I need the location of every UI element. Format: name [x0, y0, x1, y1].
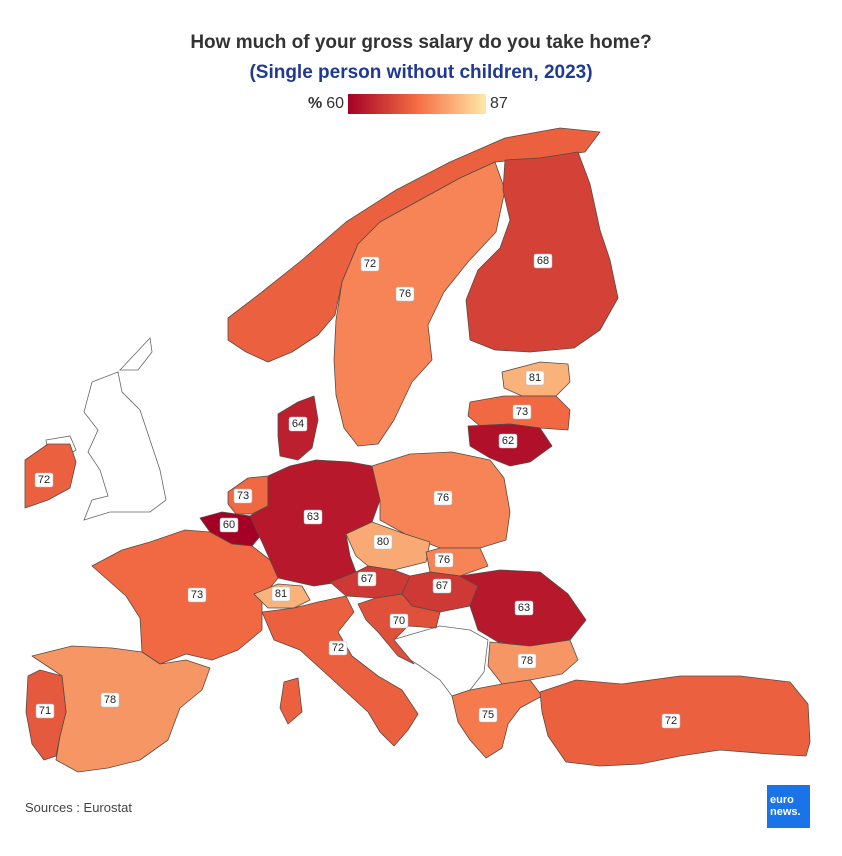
label-text-portugal: 71	[39, 705, 51, 717]
label-text-finland: 68	[537, 255, 549, 267]
euronews-logo: euro news.	[767, 785, 810, 828]
label-france: 73	[187, 587, 207, 603]
region-italy[interactable]	[261, 595, 419, 747]
label-text-greece: 75	[482, 709, 494, 721]
label-box-sweden	[395, 286, 415, 302]
label-box-portugal	[35, 703, 55, 719]
label-box-norway	[360, 256, 380, 272]
label-slovakia: 76	[434, 552, 454, 568]
uk-outline	[83, 371, 167, 521]
label-belgium: 60	[219, 517, 239, 533]
label-text-ireland: 72	[38, 474, 50, 486]
label-text-denmark: 64	[292, 418, 304, 430]
balkans-outline	[391, 625, 489, 697]
label-text-czechia: 80	[377, 536, 389, 548]
label-text-austria: 67	[361, 573, 373, 585]
logo-line-1: euro	[770, 794, 794, 806]
label-greece: 75	[478, 707, 498, 723]
label-box-estonia	[525, 370, 545, 386]
label-denmark: 64	[288, 416, 308, 432]
legend-max: 87	[490, 95, 508, 112]
label-box-spain	[100, 692, 120, 708]
label-box-latvia	[512, 404, 532, 420]
label-text-lithuania: 62	[502, 435, 514, 447]
value-labels: 72 76 68 81 73 62 64 72 73 60 63 76 80 76 67 67 63 73 81 72…	[34, 253, 681, 729]
label-text-hungary: 67	[436, 580, 448, 592]
label-norway: 72	[360, 256, 380, 272]
label-hungary: 67	[432, 578, 452, 594]
label-estonia: 81	[525, 370, 545, 386]
label-text-estonia: 81	[529, 372, 541, 384]
label-portugal: 71	[35, 703, 55, 719]
label-text-belgium: 60	[223, 519, 235, 531]
chart-subtitle: (Single person without children, 2023)	[249, 62, 593, 83]
label-box-germany	[303, 509, 323, 525]
label-bulgaria: 78	[517, 653, 537, 669]
label-text-bulgaria: 78	[521, 655, 533, 667]
label-box-poland	[433, 490, 453, 506]
label-text-italy: 72	[332, 642, 344, 654]
iceland-outline	[119, 337, 153, 371]
region-france[interactable]	[91, 529, 279, 665]
region-sweden[interactable]	[333, 161, 506, 447]
label-box-hungary	[432, 578, 452, 594]
label-box-croatia	[389, 613, 409, 629]
label-text-france: 73	[191, 589, 203, 601]
label-sweden: 76	[395, 286, 415, 302]
region-finland[interactable]	[465, 151, 619, 353]
label-box-italy	[328, 640, 348, 656]
label-latvia: 73	[512, 404, 532, 420]
label-text-sweden: 76	[399, 288, 411, 300]
legend-unit: %	[308, 95, 323, 112]
label-box-france	[187, 587, 207, 603]
label-box-czechia	[373, 534, 393, 550]
label-box-finland	[533, 253, 553, 269]
label-poland: 76	[433, 490, 453, 506]
label-text-latvia: 73	[516, 406, 528, 418]
region-sardinia[interactable]	[279, 677, 303, 725]
label-text-poland: 76	[437, 492, 449, 504]
label-box-austria	[357, 571, 377, 587]
source-note: Sources : Eurostat	[25, 800, 132, 815]
label-box-netherlands	[233, 488, 253, 504]
label-box-lithuania	[498, 433, 518, 449]
label-germany: 63	[303, 509, 323, 525]
logo-line-2: news.	[770, 806, 801, 818]
label-box-slovakia	[434, 552, 454, 568]
label-ireland: 72	[34, 472, 54, 488]
legend-gradient-bar	[348, 94, 487, 114]
label-box-bulgaria	[517, 653, 537, 669]
legend-min: 60	[326, 95, 345, 112]
label-romania: 63	[514, 600, 534, 616]
label-box-turkey	[661, 713, 681, 729]
label-text-spain: 78	[104, 694, 116, 706]
label-text-netherlands: 73	[237, 490, 249, 502]
label-text-croatia: 70	[393, 615, 405, 627]
label-austria: 67	[357, 571, 377, 587]
label-box-romania	[514, 600, 534, 616]
color-legend: % 60 87	[308, 94, 508, 114]
label-box-denmark	[288, 416, 308, 432]
label-text-romania: 63	[518, 602, 530, 614]
label-lithuania: 62	[498, 433, 518, 449]
label-box-switzerland	[271, 586, 291, 602]
label-croatia: 70	[389, 613, 409, 629]
label-spain: 78	[100, 692, 120, 708]
label-text-slovakia: 76	[438, 554, 450, 566]
label-box-greece	[478, 707, 498, 723]
label-box-ireland	[34, 472, 54, 488]
label-turkey: 72	[661, 713, 681, 729]
label-finland: 68	[533, 253, 553, 269]
label-switzerland: 81	[271, 586, 291, 602]
label-italy: 72	[328, 640, 348, 656]
chart-title: How much of your gross salary do you tak…	[190, 32, 652, 53]
label-text-turkey: 72	[665, 715, 677, 727]
label-text-norway: 72	[364, 258, 376, 270]
label-text-switzerland: 81	[275, 588, 287, 600]
label-text-germany: 63	[307, 511, 319, 523]
label-netherlands: 73	[233, 488, 253, 504]
label-czechia: 80	[373, 534, 393, 550]
label-box-belgium	[219, 517, 239, 533]
